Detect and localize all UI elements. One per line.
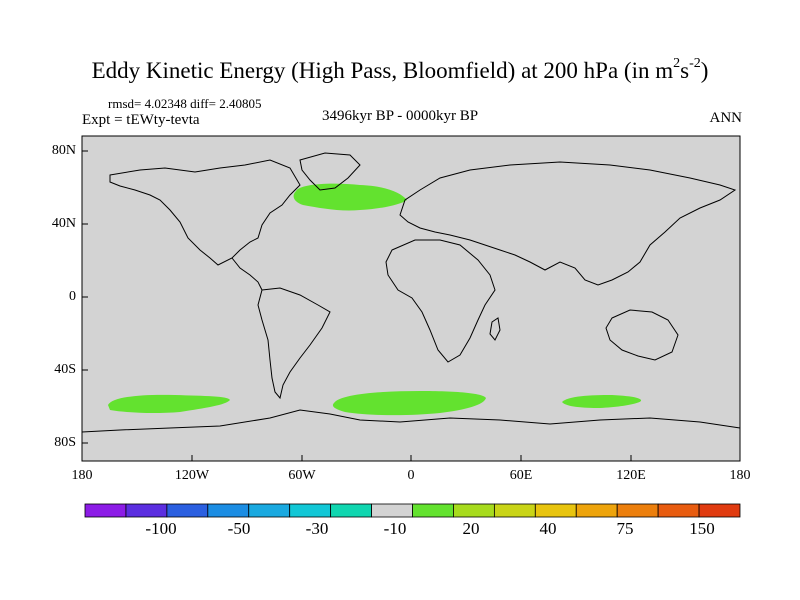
colorbar-box-1 — [84, 503, 127, 518]
experiment-text: Expt = tEWty-tevta — [82, 112, 200, 128]
colorbar-box-11 — [493, 503, 536, 518]
colorbar-label-8: 150 — [689, 519, 715, 538]
colorbar-label-6: 40 — [539, 519, 557, 538]
colorbar-box-13 — [575, 503, 618, 518]
xlabel-60E: 60E — [509, 468, 533, 483]
axis-ticks — [82, 150, 632, 461]
colorbar-label-4: -10 — [383, 519, 407, 538]
ylabel-0: 0 — [69, 289, 76, 304]
xlabel-180e: 180 — [729, 468, 751, 483]
season-text: ANN — [709, 110, 743, 126]
stats-text: rmsd= 4.02348 diff= 2.40805 — [108, 96, 262, 111]
xlabel-180w: 180 — [71, 468, 93, 483]
coast-eurasia — [399, 161, 737, 286]
colorbar-box-9 — [412, 503, 454, 518]
anomaly-south-atlantic — [332, 391, 486, 416]
xlabel-0: 0 — [407, 468, 415, 483]
period-text: 3496kyr BP - 0000kyr BP — [321, 108, 479, 124]
coast-central-america — [231, 257, 263, 291]
colorbar-label-2: -50 — [227, 519, 251, 538]
coast-greenland — [299, 152, 361, 191]
colorbar-box-14 — [616, 503, 659, 518]
colorbar-box-10 — [453, 503, 495, 518]
colorbar — [84, 503, 741, 518]
anomaly-north-atlantic — [293, 183, 407, 211]
xlabel-120W: 120W — [174, 468, 210, 483]
ylabel-80N: 80N — [51, 143, 76, 158]
colorbar-box-12 — [534, 503, 577, 518]
colorbar-box-7 — [330, 503, 372, 518]
colorbar-box-4 — [207, 503, 250, 518]
colorbar-box-3 — [166, 503, 209, 518]
xlabel-120E: 120E — [616, 468, 646, 483]
ylabel-80S: 80S — [54, 435, 76, 450]
coast-north-america — [109, 159, 301, 266]
xlabel-60W: 60W — [288, 468, 316, 483]
coast-africa — [385, 239, 496, 363]
ylabel-40N: 40N — [51, 216, 76, 231]
colorbar-box-16 — [698, 503, 741, 518]
coast-madagascar — [489, 317, 501, 341]
coast-australia — [605, 309, 679, 361]
colorbar-box-6 — [289, 503, 332, 518]
colorbar-label-5: 20 — [462, 519, 480, 538]
colorbar-box-8 — [371, 503, 413, 518]
colorbar-box-2 — [125, 503, 168, 518]
colorbar-label-1: -100 — [145, 519, 177, 538]
anomaly-south-pacific — [108, 394, 230, 414]
colorbar-box-5 — [248, 503, 291, 518]
colorbar-label-3: -30 — [305, 519, 329, 538]
coast-antarctica — [81, 409, 741, 433]
coastlines — [81, 152, 741, 433]
ylabel-40S: 40S — [54, 362, 76, 377]
coast-south-america — [257, 287, 331, 400]
colorbar-label-7: 75 — [616, 519, 634, 538]
plot-title: Eddy Kinetic Energy (High Pass, Bloomfie… — [91, 56, 709, 83]
colorbar-box-15 — [657, 503, 700, 518]
anomaly-south-indian — [562, 395, 642, 408]
